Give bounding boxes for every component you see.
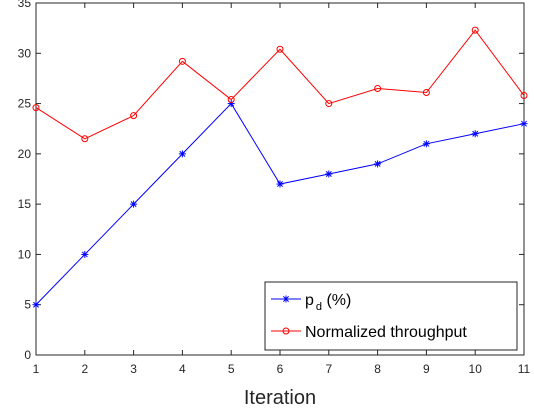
x-tick-label: 6 bbox=[277, 362, 284, 376]
data-point-throughput bbox=[520, 92, 528, 100]
series-line-pd bbox=[35, 102, 525, 306]
legend-marker-pd bbox=[282, 295, 290, 303]
x-tick-label: 10 bbox=[469, 362, 483, 376]
data-point-throughput bbox=[130, 112, 138, 120]
y-tick-label: 0 bbox=[24, 348, 31, 362]
x-tick-label: 4 bbox=[179, 362, 186, 376]
marker-stroke bbox=[423, 140, 430, 147]
series-pd bbox=[32, 100, 528, 309]
marker-stroke bbox=[325, 170, 332, 177]
data-point-pd bbox=[422, 140, 430, 148]
legend-marker-throughput bbox=[282, 327, 290, 335]
y-tick-label: 30 bbox=[18, 46, 32, 60]
marker-stroke bbox=[277, 181, 283, 188]
x-axis-title: Iteration bbox=[244, 387, 316, 409]
y-tick-label: 25 bbox=[18, 97, 32, 111]
y-tick-label: 5 bbox=[24, 298, 31, 312]
legend-label-throughput: Normalized throughput bbox=[305, 324, 467, 341]
data-point-pd bbox=[32, 301, 40, 309]
marker-stroke bbox=[130, 201, 137, 208]
data-point-throughput bbox=[227, 96, 235, 104]
data-point-pd bbox=[471, 130, 479, 138]
data-point-pd bbox=[81, 250, 89, 258]
data-point-pd bbox=[520, 120, 528, 128]
data-point-throughput bbox=[276, 45, 284, 53]
x-tick-label: 2 bbox=[81, 362, 88, 376]
legend-item-throughput: Normalized throughput bbox=[271, 324, 467, 341]
marker-stroke bbox=[472, 130, 479, 137]
data-point-pd bbox=[178, 150, 186, 158]
y-tick-label: 35 bbox=[18, 0, 32, 10]
x-tick-label: 5 bbox=[228, 362, 235, 376]
marker-stroke bbox=[283, 296, 289, 302]
series-line-throughput bbox=[35, 29, 525, 140]
x-tick-label: 9 bbox=[423, 362, 430, 376]
y-tick-label: 15 bbox=[18, 197, 32, 211]
x-tick-label: 8 bbox=[374, 362, 381, 376]
marker-stroke bbox=[179, 150, 186, 157]
data-point-pd bbox=[374, 160, 382, 168]
data-point-throughput bbox=[422, 89, 430, 97]
data-point-throughput bbox=[325, 100, 333, 108]
data-point-pd bbox=[130, 200, 138, 208]
data-point-throughput bbox=[178, 57, 186, 65]
plot-area: 0 5 10 15 20 25 30 35 1 2 3 4 5 6 7 8 9 10 11 bbox=[18, 0, 531, 376]
data-point-pd bbox=[227, 100, 235, 108]
data-point-throughput bbox=[32, 104, 40, 112]
legend-box bbox=[264, 281, 518, 351]
data-point-pd bbox=[276, 180, 284, 188]
data-point-throughput bbox=[81, 135, 89, 143]
marker-stroke bbox=[374, 160, 381, 167]
data-point-throughput bbox=[471, 26, 479, 34]
data-point-throughput bbox=[374, 84, 382, 92]
y-tick-label: 20 bbox=[18, 147, 32, 161]
x-tick-label: 7 bbox=[325, 362, 332, 376]
y-tick-label: 10 bbox=[18, 247, 32, 261]
data-point-pd bbox=[325, 170, 333, 178]
x-tick-label: 3 bbox=[130, 362, 137, 376]
x-tick-label: 11 bbox=[518, 362, 531, 376]
marker-stroke bbox=[81, 251, 88, 258]
series-throughput bbox=[32, 26, 528, 143]
marker-stroke bbox=[521, 120, 527, 127]
marker-stroke bbox=[33, 301, 39, 308]
x-tick-label: 1 bbox=[33, 362, 40, 376]
